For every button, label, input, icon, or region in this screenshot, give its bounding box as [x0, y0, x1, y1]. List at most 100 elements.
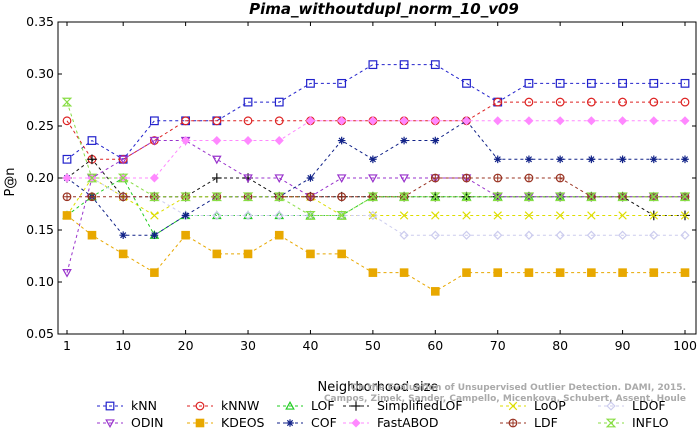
data-point — [211, 155, 222, 165]
data-point — [555, 97, 565, 107]
data-point — [555, 173, 565, 183]
series-ldof — [62, 173, 690, 240]
data-point — [399, 60, 409, 70]
series-line — [66, 101, 685, 216]
x-tick-label: 1 — [63, 338, 71, 353]
data-point — [306, 174, 315, 182]
data-point — [368, 174, 378, 184]
data-point — [680, 116, 690, 126]
data-point — [368, 210, 378, 221]
data-point — [649, 268, 659, 277]
legend-label: SimplifiedLOF — [377, 398, 463, 413]
legend-label: FastABOD — [377, 415, 439, 430]
data-point — [431, 211, 440, 220]
data-point — [337, 192, 347, 202]
data-point — [351, 401, 361, 411]
legend-label: KDEOS — [221, 415, 265, 430]
data-point — [181, 211, 190, 220]
data-point — [274, 97, 284, 107]
data-point — [649, 78, 659, 88]
data-point — [555, 78, 565, 88]
data-point — [587, 268, 596, 277]
x-tick-label: 70 — [490, 338, 506, 353]
x-axis-label: Neighborhood size — [318, 380, 439, 395]
legend-label: LDOF — [632, 398, 666, 413]
y-tick-label: 0.25 — [26, 118, 54, 133]
data-point — [430, 60, 440, 70]
data-point — [149, 173, 159, 183]
series-line — [67, 177, 685, 236]
legend-label: INFLO — [632, 415, 669, 430]
data-point — [462, 78, 471, 88]
data-point — [493, 268, 503, 277]
data-point — [525, 155, 533, 164]
data-point — [180, 192, 191, 202]
data-point — [118, 192, 128, 202]
series-odin — [62, 136, 690, 278]
data-point — [181, 116, 191, 126]
data-point — [617, 230, 628, 240]
data-point — [62, 269, 72, 278]
data-point — [618, 211, 627, 220]
data-point — [493, 173, 503, 183]
data-point — [431, 136, 440, 145]
legend-item: ODIN — [97, 415, 164, 430]
data-point — [285, 400, 295, 410]
data-point — [150, 231, 159, 239]
data-point — [87, 136, 97, 145]
legend-label: LoOP — [534, 398, 566, 413]
y-tick-label: 0.10 — [26, 274, 54, 289]
data-point — [586, 230, 597, 240]
data-point — [337, 116, 347, 126]
data-point — [586, 78, 596, 88]
data-point — [367, 192, 379, 202]
series-line — [66, 158, 685, 216]
data-point — [430, 192, 441, 202]
data-point — [242, 192, 254, 202]
data-point — [149, 116, 159, 126]
data-point — [399, 174, 409, 184]
data-point — [586, 192, 597, 202]
data-point — [586, 116, 596, 126]
legend-item: INFLO — [598, 415, 669, 430]
legend-label: ODIN — [131, 415, 164, 430]
data-point — [274, 210, 284, 221]
data-point — [62, 116, 72, 126]
data-point — [508, 418, 518, 428]
y-tick-label: 0.30 — [26, 66, 54, 81]
data-point — [508, 401, 518, 411]
series-line — [66, 140, 685, 273]
legend-label: COF — [311, 415, 337, 430]
data-point — [398, 192, 410, 202]
data-point — [586, 97, 596, 107]
data-point — [195, 418, 205, 428]
data-point — [368, 60, 378, 70]
data-point — [680, 211, 690, 220]
legend-item: FastABOD — [343, 415, 439, 430]
series-line — [66, 64, 685, 160]
data-point — [617, 192, 628, 202]
legend-item: COF — [277, 415, 337, 430]
data-point — [274, 116, 284, 126]
plot-area — [61, 60, 691, 296]
data-point — [150, 268, 159, 277]
legend-item: LoOP — [500, 398, 566, 413]
x-tick-label: 50 — [365, 338, 381, 353]
data-point — [212, 136, 222, 146]
data-point — [274, 230, 284, 240]
legend-label: kNN — [131, 398, 157, 413]
credit-line-1: Campos, Zimek, Sander, Campello, Micenko… — [324, 394, 686, 404]
y-tick-label: 0.05 — [26, 326, 54, 341]
data-point — [336, 211, 347, 220]
data-point — [524, 230, 534, 240]
data-point — [556, 155, 564, 164]
data-point — [587, 155, 596, 164]
series-line — [66, 101, 685, 160]
legend-item: SimplifiedLOF — [343, 398, 463, 413]
data-point — [369, 155, 377, 164]
legend-item: KDEOS — [187, 415, 265, 430]
x-tick-label: 90 — [615, 338, 631, 353]
data-point — [492, 192, 503, 202]
series-line — [67, 120, 685, 179]
chart-title: Pima_withoutdupl_norm_10_v09 — [249, 0, 519, 18]
